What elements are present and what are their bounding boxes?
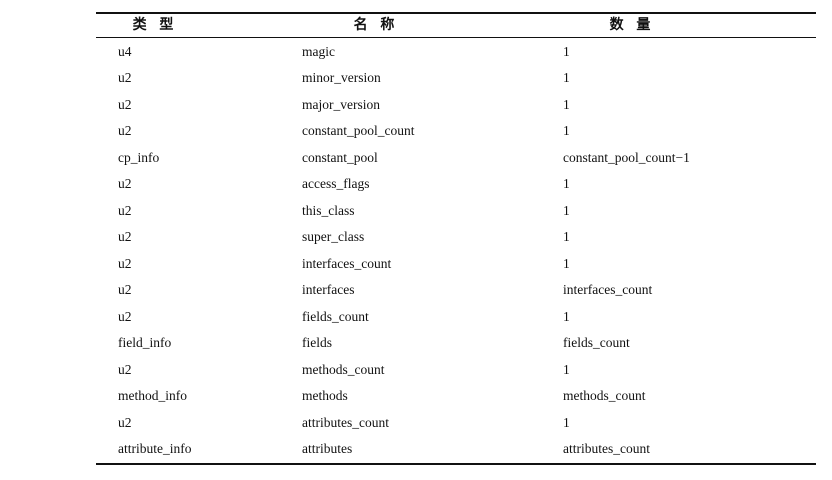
table-cell: u2	[118, 282, 132, 298]
table-cell: interfaces_count	[563, 282, 653, 298]
header-cell: 数 量	[609, 17, 655, 33]
table-cell: u2	[118, 176, 132, 192]
table-cell: 1	[563, 176, 570, 192]
table-cell: 1	[563, 70, 570, 86]
table-cell: method_info	[118, 388, 187, 404]
table-cell: access_flags	[302, 176, 370, 192]
table-cell: u2	[118, 361, 132, 377]
table-cell: 1	[563, 414, 570, 430]
table-cell: attribute_info	[118, 441, 192, 457]
table-cell: u2	[118, 308, 132, 324]
table-cell: 1	[563, 96, 570, 112]
table-cell: u2	[118, 255, 132, 271]
table-cell: fields_count	[302, 308, 369, 324]
table-cell: fields	[302, 335, 332, 351]
table-cell: field_info	[118, 335, 172, 351]
table-cell: 1	[563, 229, 570, 245]
table-cell: cp_info	[118, 149, 160, 165]
table-cell: 1	[563, 202, 570, 218]
table-cell: u2	[118, 202, 132, 218]
table-cell: minor_version	[302, 70, 381, 86]
table-cell: interfaces_count	[302, 255, 392, 271]
table-cell: u2	[118, 414, 132, 430]
table-cell: u2	[118, 123, 132, 139]
table-cell: u2	[118, 229, 132, 245]
table-cell: fields_count	[563, 335, 630, 351]
header-cell: 类 型	[132, 17, 178, 33]
table-cell: 1	[563, 255, 570, 271]
table-cell: methods_count	[302, 361, 385, 377]
table-cell: methods_count	[563, 388, 646, 404]
table-cell: 1	[563, 361, 570, 377]
table-cell: attributes	[302, 441, 353, 457]
table-cell: major_version	[302, 96, 380, 112]
table-cell: u2	[118, 70, 132, 86]
table-cell: u2	[118, 96, 132, 112]
table-cell: 1	[563, 308, 570, 324]
table-cell: u4	[118, 44, 132, 59]
table-cell: 1	[563, 44, 570, 59]
table-cell: 1	[563, 123, 570, 139]
table-cell: constant_pool_count	[302, 123, 415, 139]
table-cell: magic	[302, 44, 335, 59]
table-cell: attributes_count	[302, 414, 389, 430]
bottom-rule	[96, 463, 816, 465]
table-cell: methods	[302, 388, 348, 404]
header-cell: 名 称	[353, 17, 399, 33]
table-cell: this_class	[302, 202, 355, 218]
header-rule	[96, 37, 816, 38]
table-cell: constant_pool	[302, 149, 378, 165]
table-cell: super_class	[302, 229, 365, 245]
top-rule	[96, 12, 816, 14]
table-cell: attributes_count	[563, 441, 650, 457]
table-cell: constant_pool_count−1	[563, 149, 690, 165]
table-cell: interfaces	[302, 282, 355, 298]
